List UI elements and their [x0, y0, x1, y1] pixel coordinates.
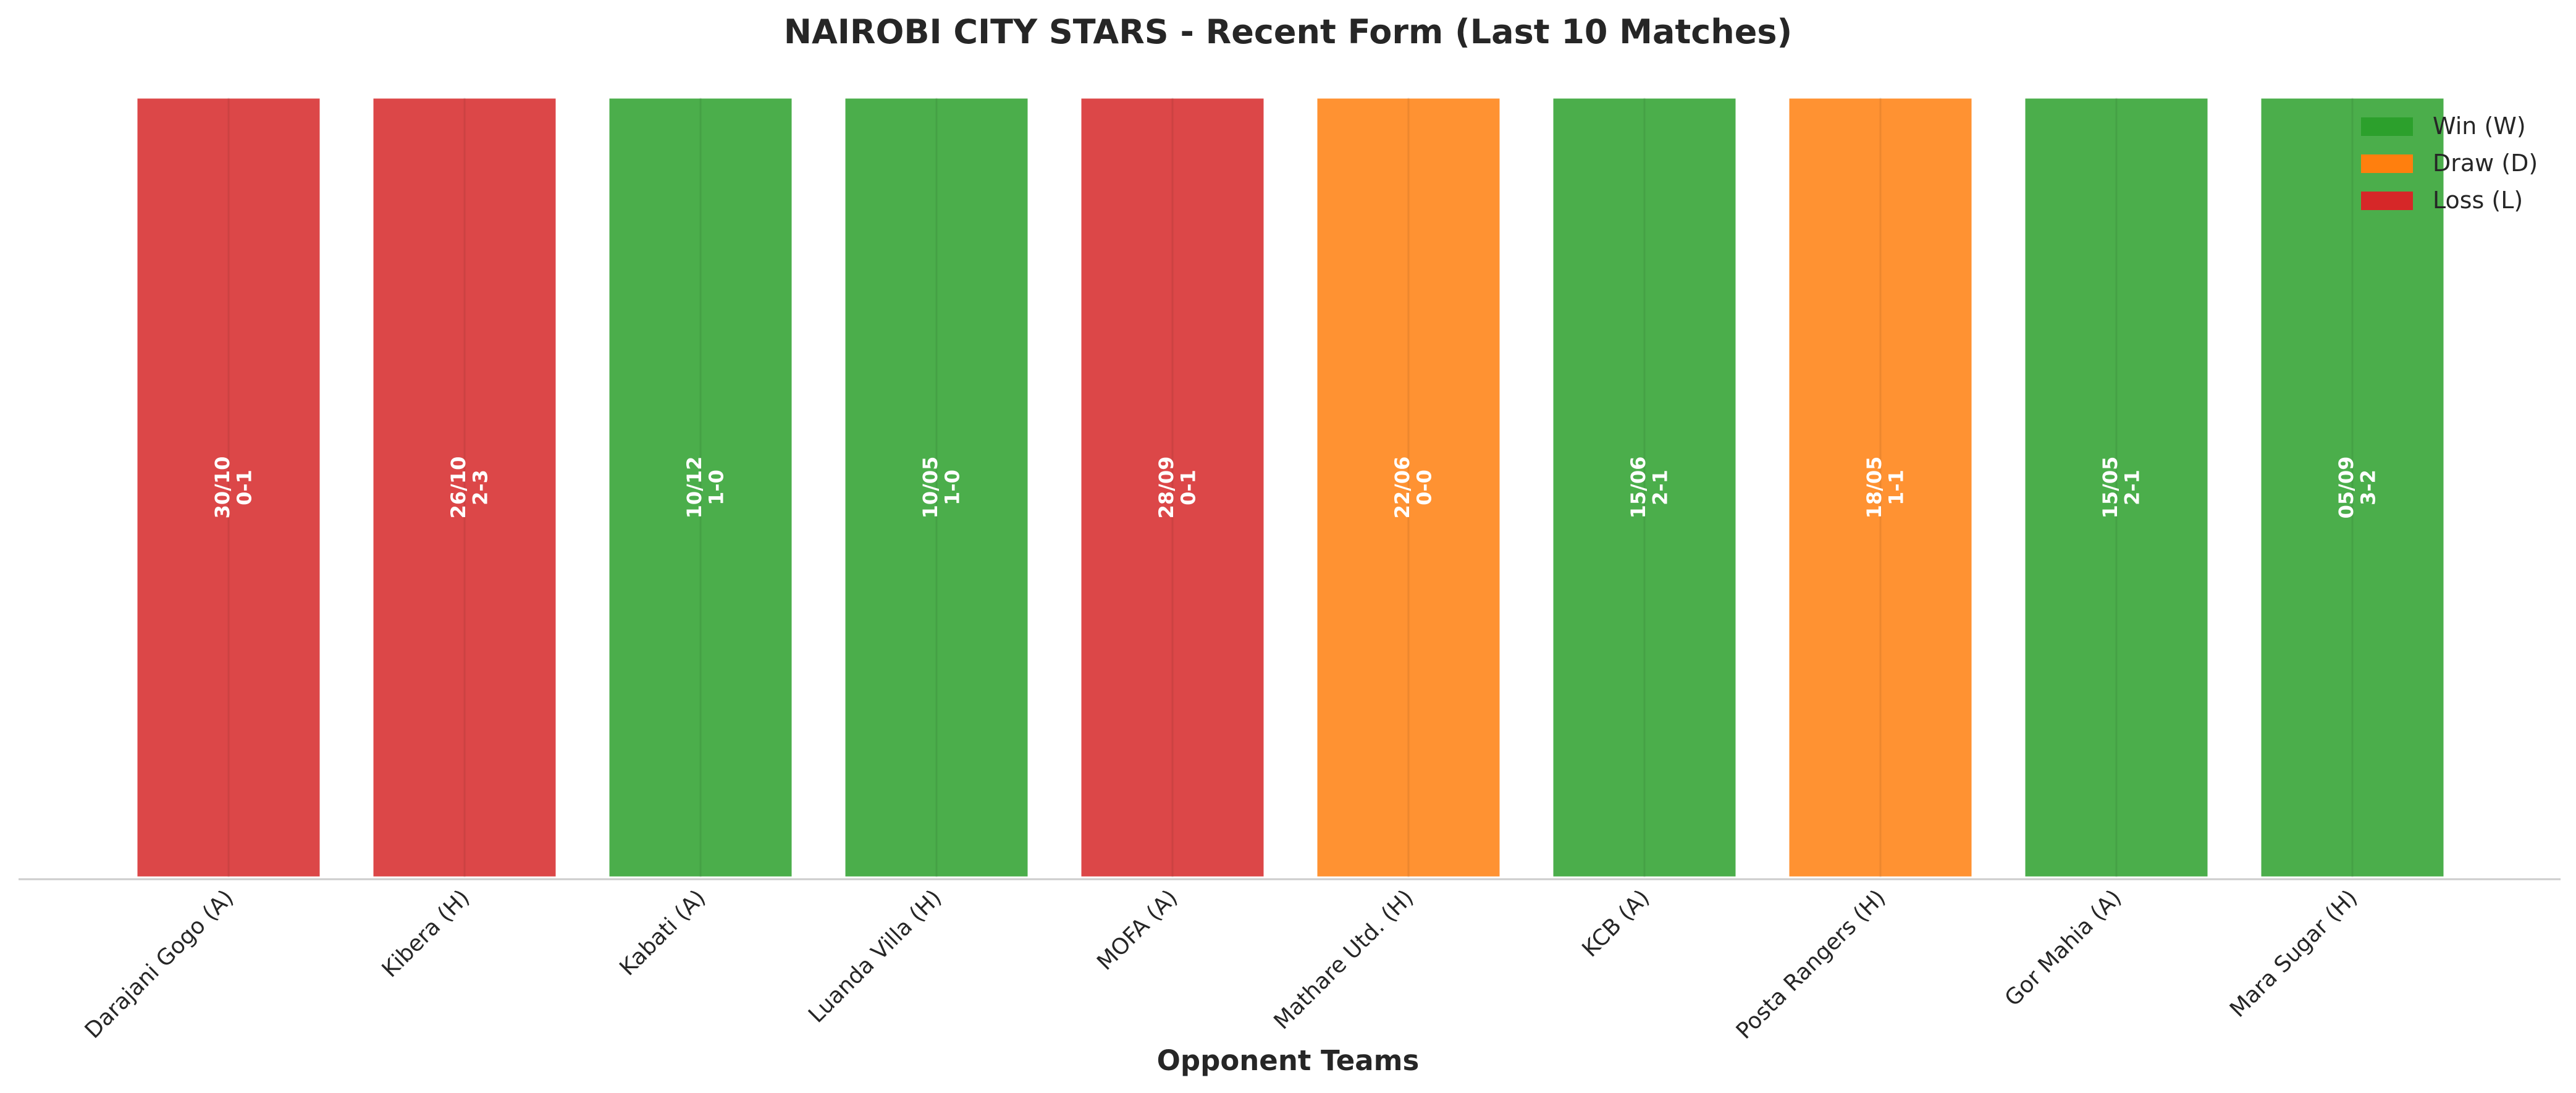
legend-label-d: Draw (D) — [2433, 150, 2538, 177]
bar-10 — [2259, 96, 2446, 879]
bar-label-6: 22/060-0 — [1391, 457, 1436, 519]
x-tick-label-1: Darajani Gogo (A) — [80, 885, 239, 1044]
match-score: 1-0 — [704, 470, 728, 505]
match-score: 0-1 — [232, 470, 256, 505]
x-tick-label-3: Kabati (A) — [615, 885, 710, 981]
x-tick-label-10: Mara Sugar (H) — [2225, 885, 2362, 1022]
match-score: 2-3 — [468, 470, 492, 505]
legend-swatch-d — [2361, 154, 2413, 173]
legend-swatch-l — [2361, 192, 2413, 210]
bar-label-2: 26/102-3 — [447, 457, 492, 519]
bar-label-10: 05/093-2 — [2334, 457, 2380, 519]
x-tick-label-6: Mathare Utd. (H) — [1269, 885, 1418, 1034]
x-tick-label-2: Kibera (H) — [377, 885, 475, 982]
match-score: 1-1 — [1884, 470, 1908, 505]
x-tick-label-7: KCB (A) — [1577, 885, 1654, 962]
legend-label-w: Win (W) — [2433, 112, 2526, 140]
bar-9 — [2023, 96, 2210, 879]
bar-label-5: 28/090-1 — [1155, 457, 1200, 519]
legend-swatch-w — [2361, 117, 2413, 136]
x-tick-label-9: Gor Mahia (A) — [2000, 885, 2127, 1011]
bar-3 — [607, 96, 794, 879]
legend: Win (W) Draw (D) Loss (L) — [2361, 112, 2538, 214]
bar-2 — [371, 96, 558, 879]
x-axis-label: Opponent Teams — [1157, 1044, 1420, 1077]
match-date: 05/09 — [2334, 457, 2358, 519]
x-tick-labels: Darajani Gogo (A) Kibera (H) Kabati (A) Lua… — [80, 885, 2363, 1044]
bar-label-3: 10/121-0 — [683, 457, 728, 519]
bar-8 — [1787, 96, 1974, 879]
match-date: 28/09 — [1155, 457, 1178, 519]
bar-label-7: 15/062-1 — [1627, 457, 1672, 519]
bar-label-4: 10/051-0 — [919, 457, 964, 519]
match-date: 15/05 — [2098, 457, 2122, 519]
match-date: 10/12 — [683, 457, 706, 519]
bar-5 — [1079, 96, 1266, 879]
match-date: 10/05 — [919, 457, 942, 519]
match-date: 22/06 — [1391, 457, 1414, 519]
x-tick-label-4: Luanda Villa (H) — [804, 885, 946, 1028]
bars-group: 30/100-1 26/102-3 10/121-0 10/051-0 28/090-1… — [135, 96, 2446, 879]
match-score: 2-1 — [1648, 470, 1672, 505]
bar-label-1: 30/100-1 — [211, 457, 256, 519]
match-score: 3-2 — [2356, 470, 2380, 505]
match-score: 2-1 — [2120, 470, 2144, 505]
match-date: 30/10 — [211, 457, 234, 519]
match-score: 1-0 — [940, 470, 964, 505]
x-tick-label-8: Posta Rangers (H) — [1732, 885, 1890, 1044]
bar-7 — [1551, 96, 1738, 879]
match-score: 0-1 — [1176, 470, 1200, 505]
match-date: 15/06 — [1627, 457, 1650, 519]
bar-4 — [843, 96, 1030, 879]
match-date: 18/05 — [1863, 457, 1886, 519]
match-score: 0-0 — [1412, 470, 1436, 505]
legend-label-l: Loss (L) — [2433, 187, 2523, 214]
x-tick-label-5: MOFA (A) — [1092, 885, 1182, 975]
bar-1 — [135, 96, 322, 879]
bar-label-8: 18/051-1 — [1863, 457, 1908, 519]
bar-label-9: 15/052-1 — [2098, 457, 2144, 519]
chart-title: NAIROBI CITY STARS - Recent Form (Last 1… — [784, 12, 1792, 51]
match-date: 26/10 — [447, 457, 470, 519]
bar-6 — [1315, 96, 1502, 879]
